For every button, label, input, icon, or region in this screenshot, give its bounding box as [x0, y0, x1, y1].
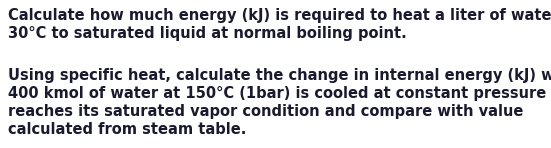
Text: Calculate how much energy (kJ) is required to heat a liter of water from: Calculate how much energy (kJ) is requir…: [8, 8, 551, 23]
Text: 400 kmol of water at 150°C (1bar) is cooled at constant pressure until it: 400 kmol of water at 150°C (1bar) is coo…: [8, 86, 551, 101]
Text: calculated from steam table.: calculated from steam table.: [8, 122, 246, 137]
Text: 30°C to saturated liquid at normal boiling point.: 30°C to saturated liquid at normal boili…: [8, 26, 407, 41]
Text: reaches its saturated vapor condition and compare with value: reaches its saturated vapor condition an…: [8, 104, 523, 119]
Text: Using specific heat, calculate the change in internal energy (kJ) when: Using specific heat, calculate the chang…: [8, 68, 551, 83]
